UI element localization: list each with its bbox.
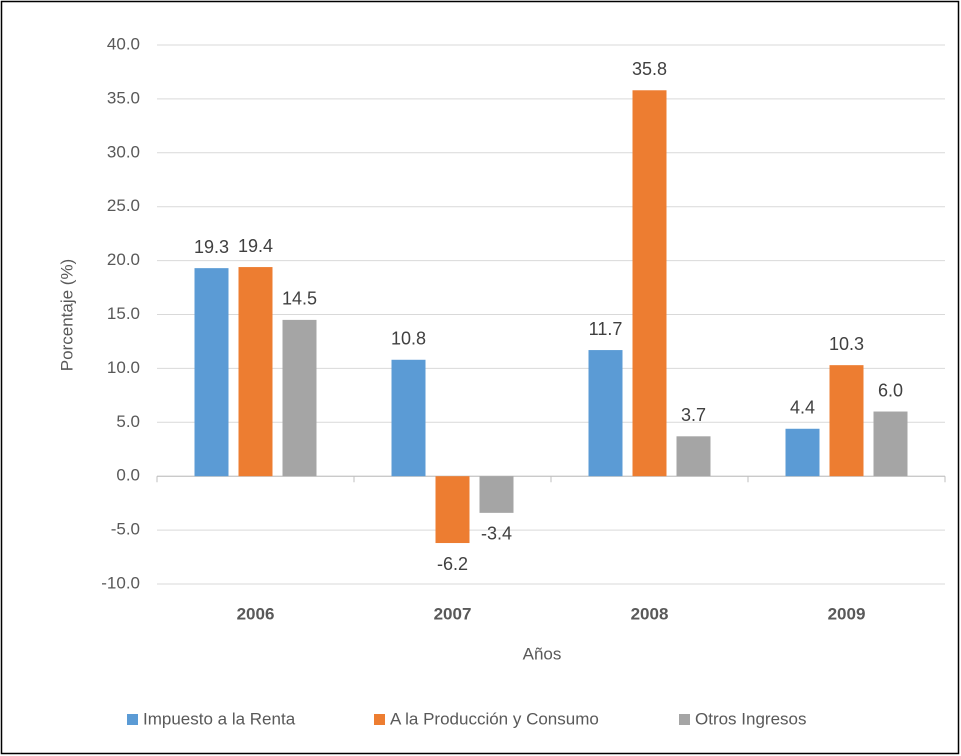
legend-label: Impuesto a la Renta (143, 709, 296, 728)
y-tick-label: 40.0 (107, 34, 140, 53)
bar (282, 319, 317, 477)
data-label: 3.7 (681, 405, 706, 425)
bar (194, 268, 229, 477)
bar (785, 428, 820, 477)
bar (632, 90, 667, 477)
data-label: -6.2 (437, 554, 468, 574)
x-tick-label: 2009 (828, 604, 866, 623)
bar (676, 436, 711, 477)
data-label: -3.4 (481, 524, 512, 544)
y-tick-label: 25.0 (107, 196, 140, 215)
x-axis-title: Años (523, 644, 562, 663)
legend-swatch (679, 714, 690, 725)
bar (873, 411, 908, 477)
x-tick-label: 2007 (434, 604, 472, 623)
y-tick-label: 15.0 (107, 304, 140, 323)
legend-label: A la Producción y Consumo (390, 709, 599, 728)
y-axis-title: Porcentaje (%) (57, 259, 76, 371)
data-label: 10.3 (829, 334, 864, 354)
bar (829, 365, 864, 477)
bar (238, 267, 273, 477)
y-tick-label: 20.0 (107, 250, 140, 269)
bar (435, 476, 470, 544)
y-tick-label: -5.0 (111, 520, 140, 539)
bar (391, 359, 426, 477)
x-tick-label: 2008 (631, 604, 669, 623)
y-tick-label: 0.0 (116, 466, 140, 485)
data-label: 19.3 (194, 237, 229, 257)
data-label: 11.7 (589, 319, 623, 339)
y-tick-label: -10.0 (101, 573, 140, 592)
y-tick-label: 35.0 (107, 88, 140, 107)
data-label: 19.4 (238, 236, 273, 256)
legend-swatch (374, 714, 385, 725)
bar (588, 350, 623, 477)
data-label: 4.4 (790, 398, 815, 418)
data-label: 35.8 (632, 59, 667, 79)
y-tick-label: 30.0 (107, 142, 140, 161)
y-tick-label: 5.0 (116, 412, 140, 431)
bar (479, 476, 514, 513)
y-tick-label: 10.0 (107, 358, 140, 377)
legend-swatch (127, 714, 138, 725)
data-label: 6.0 (878, 380, 903, 400)
legend-label: Otros Ingresos (695, 709, 807, 728)
data-label: 14.5 (282, 289, 317, 309)
data-label: 10.8 (391, 329, 426, 349)
x-tick-label: 2006 (237, 604, 275, 623)
